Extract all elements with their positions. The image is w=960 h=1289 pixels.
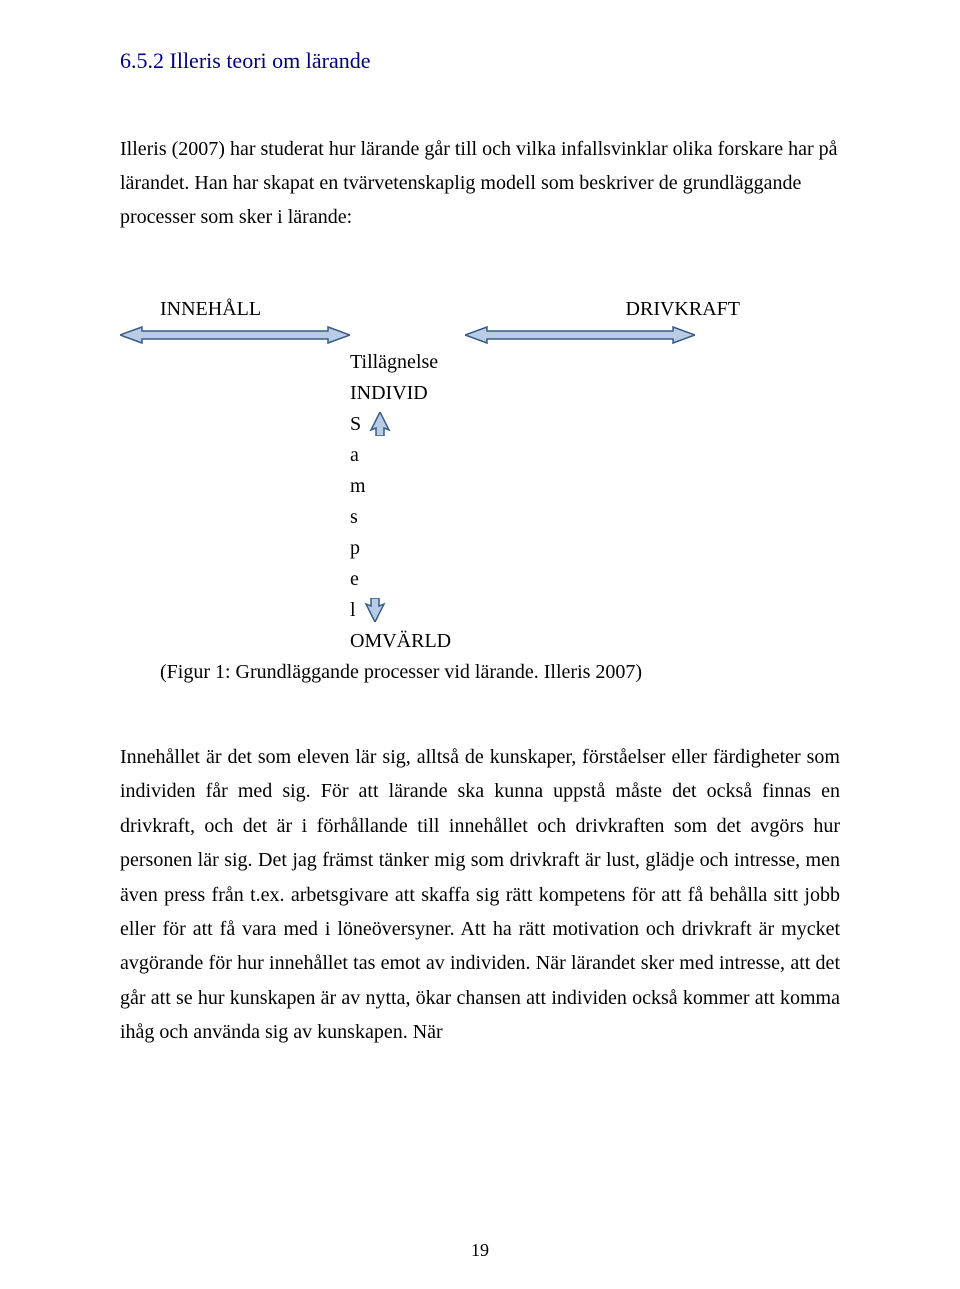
samspel-letter-l: l: [350, 595, 356, 626]
samspel-letter-l-row: l: [350, 595, 840, 626]
diagram-caption: (Figur 1: Grundläggande processer vid lä…: [120, 661, 840, 684]
vertical-short-up-arrow-icon: [369, 412, 391, 436]
section-heading: 6.5.2 Illeris teori om lärande: [120, 48, 840, 74]
samspel-letter-s: s: [350, 502, 840, 533]
samspel-letter-a: a: [350, 440, 840, 471]
samspel-letter-e: e: [350, 564, 840, 595]
samspel-letter-m: m: [350, 471, 840, 502]
samspel-letter-p: p: [350, 533, 840, 564]
diagram-center-top2: INDIVID: [350, 378, 840, 409]
diagram-center-top1: Tillägnelse: [350, 347, 840, 378]
body-paragraph: Innehållet är det som eleven lär sig, al…: [120, 740, 840, 1050]
samspel-letter-S: S: [350, 409, 361, 440]
diagram-right-label: DRIVKRAFT: [626, 298, 740, 321]
diagram-horizontal-arrows: [120, 325, 840, 345]
diagram-top-labels: INNEHÅLL DRIVKRAFT: [120, 298, 840, 321]
page-number: 19: [0, 1240, 960, 1261]
intro-paragraph: Illeris (2007) har studerat hur lärande …: [120, 132, 840, 234]
diagram-center: Tillägnelse INDIVID S a m s p e l OMVÄRL…: [120, 347, 840, 657]
left-double-arrow: [120, 325, 350, 345]
samspel-letter-S-row: S: [350, 409, 840, 440]
document-page: 6.5.2 Illeris teori om lärande Illeris (…: [0, 0, 960, 1289]
illeris-diagram: INNEHÅLL DRIVKRAFT Tillägnelse INDIVID S…: [120, 298, 840, 684]
vertical-short-down-arrow-icon: [364, 598, 386, 622]
right-double-arrow: [465, 325, 695, 345]
diagram-bottom-label: OMVÄRLD: [350, 626, 840, 657]
diagram-left-label: INNEHÅLL: [160, 298, 261, 321]
